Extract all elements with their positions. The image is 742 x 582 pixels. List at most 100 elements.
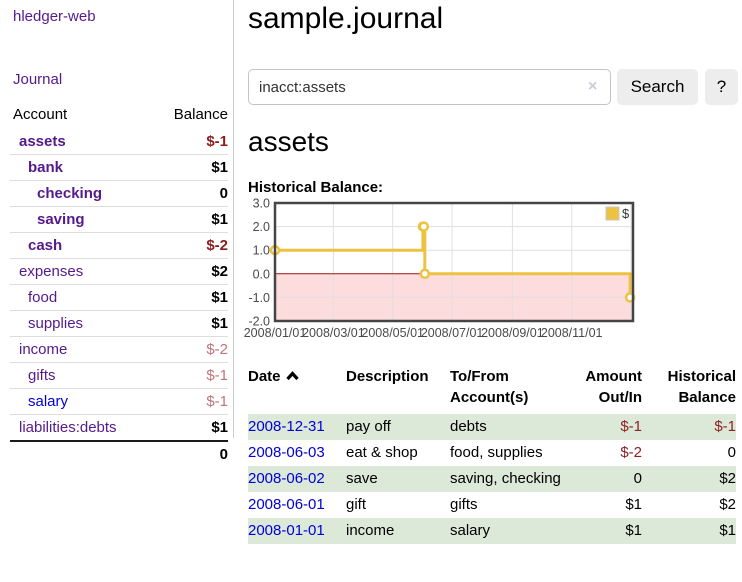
txn-date-link[interactable]: 2008-06-02 [248, 470, 325, 487]
account-link-food[interactable]: food [28, 289, 58, 306]
account-link-income[interactable]: income [19, 341, 68, 358]
txn-balance: $2 [719, 496, 736, 513]
svg-text:2008/09/01: 2008/09/01 [481, 326, 544, 340]
data-point [419, 268, 431, 280]
txn-accounts: gifts [450, 496, 478, 513]
svg-text:2008/05/01: 2008/05/01 [361, 326, 424, 340]
table-row: 2008-12-31 pay off debts $-1 $-1 [248, 414, 736, 440]
account-balance: $1 [154, 310, 228, 337]
accounts-total-balance: 0 [154, 440, 228, 467]
account-heading: assets [248, 126, 329, 157]
account-link-expenses[interactable]: expenses [19, 263, 84, 280]
txn-amount: 0 [633, 470, 642, 487]
svg-text:2008/01/01: 2008/01/01 [244, 326, 307, 340]
help-button[interactable]: ? [705, 69, 738, 105]
accounts-header-row: Account Balance [10, 102, 228, 129]
register-header-balance: Historical Balance [667, 368, 736, 406]
txn-date-link[interactable]: 2008-12-31 [248, 418, 325, 435]
account-balance: $-2 [154, 232, 228, 259]
register-header-row: Date Description To/From Account(s) Amou… [248, 364, 736, 414]
table-row: 2008-06-03 eat & shop food, supplies $-2… [248, 440, 736, 466]
txn-accounts: food, supplies [450, 444, 543, 461]
chart-label: Historical Balance: [248, 179, 384, 196]
account-row: supplies $1 [10, 310, 228, 337]
account-balance: $1 [154, 154, 228, 181]
accounts-header-account: Account [13, 106, 68, 123]
txn-description: income [346, 522, 395, 539]
account-link-saving[interactable]: saving [37, 211, 85, 228]
account-row: expenses $2 [10, 258, 228, 285]
table-row: 2008-06-01 gift gifts $1 $2 [248, 492, 736, 518]
account-balance: $1 [154, 206, 228, 233]
txn-description: eat & shop [346, 444, 418, 461]
register-table: Date Description To/From Account(s) Amou… [248, 364, 736, 544]
txn-accounts: salary [450, 522, 491, 539]
account-link-supplies[interactable]: supplies [28, 315, 84, 332]
txn-amount: $-2 [620, 444, 642, 461]
account-link-checking[interactable]: checking [37, 185, 103, 202]
balance-chart-svg: $3.0 2.0 1.0 0.0 -1.0 -2.02008/01/012008/03/0… [244, 197, 636, 340]
account-balance: $-2 [154, 336, 228, 363]
accounts-table: Account Balance assets $-1 bank $1 check… [10, 102, 228, 467]
txn-amount: $1 [625, 522, 642, 539]
account-row: food $1 [10, 284, 228, 311]
account-balance: $1 [154, 284, 228, 311]
txn-description: save [346, 470, 378, 487]
txn-description: pay off [346, 418, 391, 435]
sidebar: hledger-web Journal Account Balance asse… [0, 0, 234, 467]
register-header-amount: Amount Out/In [585, 368, 642, 406]
table-row: 2008-01-01 income salary $1 $1 [248, 518, 736, 544]
account-row: saving $1 [10, 206, 228, 233]
accounts-header-balance: Balance [173, 106, 228, 123]
account-row: income $-2 [10, 336, 228, 363]
account-balance: 0 [154, 180, 228, 207]
plot-border [273, 201, 635, 323]
account-link-liabilities-debts[interactable]: liabilities:debts [19, 419, 117, 436]
txn-accounts: saving, checking [450, 470, 561, 487]
search-button[interactable]: Search [617, 69, 698, 105]
date-header-label: Date [248, 368, 281, 385]
account-balance: $-1 [206, 133, 228, 150]
account-row: liabilities:debts $1 [10, 414, 228, 441]
sort-ascending-icon [285, 366, 300, 387]
accounts-total-row: 0 [10, 440, 228, 467]
app-title-link[interactable]: hledger-web [13, 8, 96, 25]
txn-balance: $-1 [714, 418, 736, 435]
svg-text:1.0: 1.0 [253, 244, 270, 258]
svg-text:-2.0: -2.0 [248, 315, 270, 329]
txn-balance: 0 [727, 444, 736, 461]
sidebar-item-journal[interactable]: Journal [13, 71, 63, 88]
svg-text:3.0: 3.0 [253, 197, 270, 211]
svg-text:2.0: 2.0 [253, 220, 270, 234]
account-balance: $-1 [154, 388, 228, 415]
legend-swatch [605, 206, 620, 221]
account-link-bank[interactable]: bank [28, 159, 64, 176]
account-row: bank $1 [10, 154, 228, 181]
register-header-date[interactable]: Date [248, 364, 346, 414]
txn-amount: $-1 [620, 418, 642, 435]
account-balance: $-1 [154, 362, 228, 389]
svg-text:-1.0: -1.0 [248, 291, 270, 305]
account-link-salary[interactable]: salary [28, 393, 69, 410]
txn-amount: $1 [625, 496, 642, 513]
txn-date-link[interactable]: 2008-06-03 [248, 444, 325, 461]
svg-text:2008/03/01: 2008/03/01 [302, 326, 365, 340]
clear-search-icon[interactable]: × [588, 78, 598, 95]
account-link-gifts[interactable]: gifts [28, 367, 56, 384]
account-row: salary $-1 [10, 388, 228, 415]
svg-text:2008/07/01: 2008/07/01 [421, 326, 484, 340]
svg-text:2008/11/01: 2008/11/01 [541, 326, 603, 340]
search-input[interactable] [248, 69, 611, 105]
txn-balance: $2 [719, 470, 736, 487]
historical-balance-chart: $3.0 2.0 1.0 0.0 -1.0 -2.0 2008/01/01 2008/03/0… [244, 197, 646, 348]
page-title: sample.journal [248, 2, 444, 35]
txn-date-link[interactable]: 2008-06-01 [248, 496, 325, 513]
txn-description: gift [346, 496, 367, 513]
account-link-cash[interactable]: cash [28, 237, 63, 254]
svg-text:0.0: 0.0 [253, 267, 270, 281]
account-row: checking 0 [10, 180, 228, 207]
account-row: cash $-2 [10, 232, 228, 259]
txn-date-link[interactable]: 2008-01-01 [248, 522, 325, 539]
account-link-assets[interactable]: assets [19, 133, 66, 150]
